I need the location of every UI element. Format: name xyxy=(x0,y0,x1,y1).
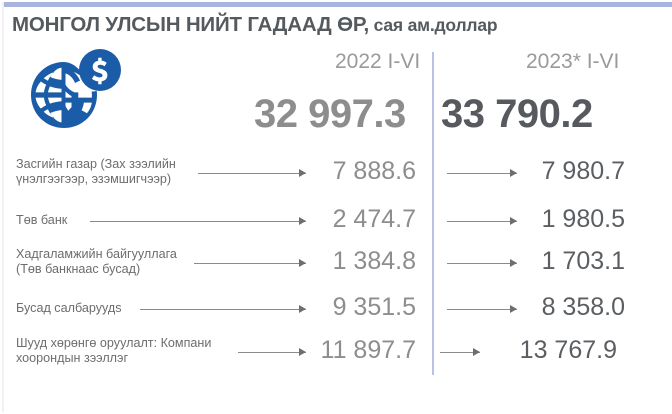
row-value-2023: 7 980.7 xyxy=(541,157,625,185)
table-row: Засгийн газар (Зах зээлийн үнэлгээгээр, … xyxy=(0,155,672,199)
table-row: Бусад салбаруудs 9 351.5 8 358.0 xyxy=(0,291,672,335)
page-title-main: МОНГОЛ УЛСЫН НИЙТ ГАДААД ӨР, xyxy=(12,13,369,36)
row-value-2022: 11 897.7 xyxy=(320,336,416,364)
row-value-2023: 8 358.0 xyxy=(541,293,625,321)
row-arrow-2022 xyxy=(194,259,306,269)
page-title: МОНГОЛ УЛСЫН НИЙТ ГАДААД ӨР, сая ам.долл… xyxy=(12,13,498,37)
row-arrow-2023 xyxy=(447,169,517,179)
row-value-2023: 13 767.9 xyxy=(519,336,617,364)
row-label: Бусад салбаруудs xyxy=(16,301,122,315)
row-arrow-2023 xyxy=(440,348,480,358)
total-value-2023: 33 790.2 xyxy=(441,92,593,136)
page-title-unit: сая ам.доллар xyxy=(368,15,498,35)
top-accent-bar xyxy=(4,2,672,7)
row-arrow-2022 xyxy=(198,169,306,179)
row-arrow-2023 xyxy=(447,217,517,227)
left-edge-bar xyxy=(2,2,4,412)
table-row: Төв банк 2 474.7 1 980.5 xyxy=(0,203,672,247)
row-arrow-2023 xyxy=(447,259,517,269)
row-arrow-2022 xyxy=(90,217,306,227)
row-value-2023: 1 703.1 xyxy=(541,247,625,275)
row-label: Хадгаламжийн байгууллага (Төв банкнаас б… xyxy=(16,247,177,276)
column-divider xyxy=(432,52,434,375)
table-row: Шууд хөрөнгө оруулалт: Компани хоорондын… xyxy=(0,334,672,378)
row-value-2022: 9 351.5 xyxy=(332,293,416,321)
row-value-2022: 7 888.6 xyxy=(332,157,416,185)
row-value-2022: 2 474.7 xyxy=(332,205,416,233)
total-value-2022: 32 997.3 xyxy=(254,92,406,136)
row-arrow-2023 xyxy=(447,305,517,315)
globe-dollar-icon xyxy=(26,48,122,134)
row-label: Шууд хөрөнгө оруулалт: Компани хоорондын… xyxy=(16,336,212,365)
row-arrow-2022 xyxy=(238,348,306,358)
row-arrow-2022 xyxy=(140,305,306,315)
row-label: Төв банк xyxy=(16,213,68,227)
column-header-2023: 2023* I-VI xyxy=(526,50,620,73)
row-label: Засгийн газар (Зах зээлийн үнэлгээгээр, … xyxy=(16,157,176,186)
column-header-2022: 2022 I-VI xyxy=(335,50,421,73)
row-value-2023: 1 980.5 xyxy=(541,205,625,233)
table-row: Хадгаламжийн байгууллага (Төв банкнаас б… xyxy=(0,245,672,289)
row-value-2022: 1 384.8 xyxy=(332,247,416,275)
